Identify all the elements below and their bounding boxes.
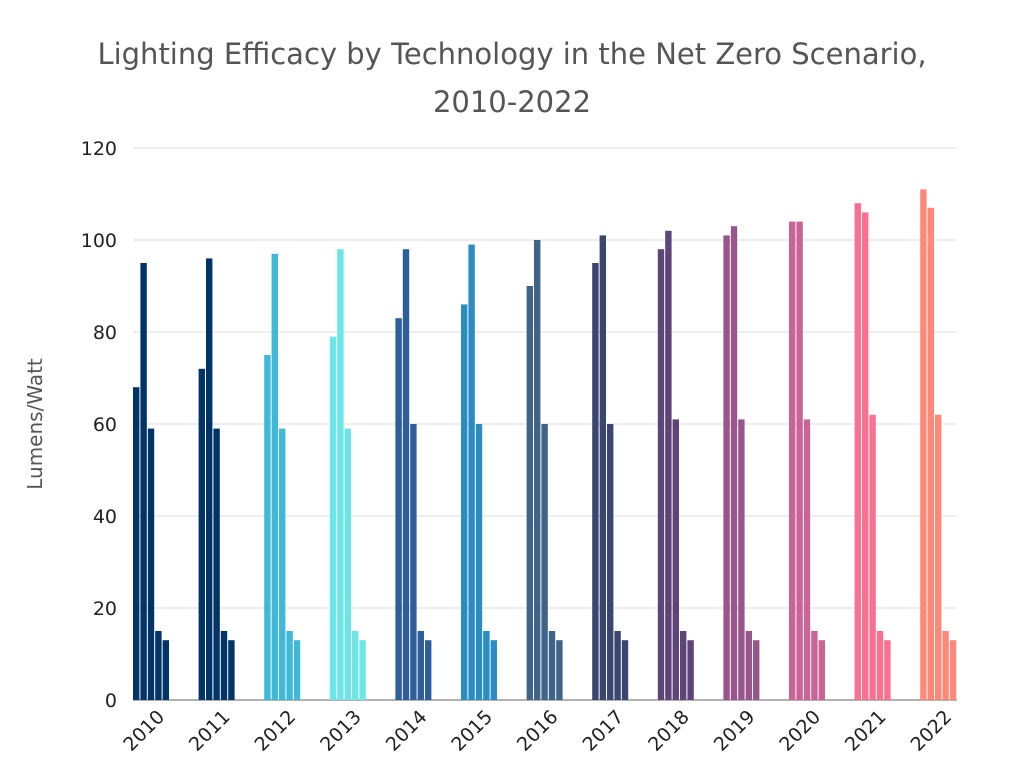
x-tick-label: 2017 (578, 706, 628, 756)
bar-2014-3 (410, 424, 417, 700)
x-tick-label: 2020 (775, 706, 825, 756)
bar-2017-1 (592, 263, 599, 700)
bar-2016-4 (548, 631, 556, 700)
bar-2016-5 (556, 640, 563, 700)
bar-2014-2 (402, 249, 410, 700)
bar-2020-3 (803, 419, 811, 700)
y-tick-label: 60 (93, 414, 117, 436)
bar-2016-3 (541, 424, 548, 700)
bar-2012-4 (286, 631, 293, 700)
x-tick-label: 2019 (710, 706, 760, 756)
y-tick-label: 20 (93, 598, 117, 620)
bar-2010-1 (133, 387, 140, 700)
x-tick-label: 2022 (906, 706, 956, 756)
bar-2020-1 (789, 221, 796, 700)
bar-2019-1 (723, 235, 730, 700)
x-tick-label: 2010 (119, 706, 169, 756)
bar-2014-1 (395, 318, 402, 700)
x-tick-label: 2014 (382, 706, 432, 756)
bar-2019-4 (745, 631, 752, 700)
bar-2021-2 (862, 212, 869, 700)
bar-2013-2 (337, 249, 344, 700)
bar-2013-3 (344, 428, 351, 700)
chart-title-line1: Lighting Efficacy by Technology in the N… (97, 37, 926, 71)
bar-2011-5 (228, 640, 235, 700)
y-axis-label: Lumens/Watt (23, 358, 47, 490)
bar-2018-3 (672, 419, 679, 700)
x-tick-label: 2016 (513, 706, 563, 756)
bar-2011-4 (220, 631, 228, 700)
bar-2019-5 (753, 640, 760, 700)
x-tick-label: 2012 (250, 706, 300, 756)
x-tick-label: 2011 (185, 706, 235, 756)
bar-2015-3 (475, 424, 483, 700)
y-tick-label: 0 (105, 690, 117, 712)
bar-2017-3 (607, 424, 614, 700)
bar-2010-2 (140, 263, 147, 700)
bar-2017-2 (599, 235, 606, 700)
bar-2013-4 (352, 631, 359, 700)
bar-2010-4 (155, 631, 162, 700)
bar-2016-1 (526, 286, 533, 700)
bar-2019-3 (738, 419, 745, 700)
bar-2012-1 (264, 355, 271, 700)
bar-2018-5 (687, 640, 694, 700)
bar-2017-4 (614, 631, 621, 700)
bar-2014-5 (425, 640, 432, 700)
bar-2014-4 (417, 631, 424, 700)
bar-2011-1 (198, 368, 205, 700)
x-tick-label: 2015 (447, 706, 497, 756)
bar-2018-4 (680, 631, 687, 700)
bar-2022-1 (920, 189, 927, 700)
bar-2012-3 (279, 428, 286, 700)
bar-2016-2 (534, 240, 541, 700)
x-tick-label: 2013 (316, 706, 366, 756)
bar-2022-2 (927, 207, 934, 701)
y-tick-label: 120 (81, 138, 117, 160)
y-tick-label: 100 (81, 230, 117, 252)
chart-title-line2: 2010-2022 (433, 85, 591, 119)
bar-2018-2 (665, 230, 672, 701)
bar-2010-3 (147, 428, 155, 700)
bar-2019-2 (730, 226, 738, 700)
bar-2015-2 (468, 244, 475, 700)
bar-2012-5 (293, 640, 301, 700)
x-tick-label: 2018 (644, 706, 694, 756)
bar-2010-5 (162, 640, 169, 700)
bar-2020-5 (818, 640, 825, 700)
bar-2015-5 (490, 640, 497, 700)
bar-2015-4 (483, 631, 490, 700)
bar-2013-5 (359, 640, 366, 700)
bar-2017-5 (621, 640, 629, 700)
bar-2013-1 (329, 336, 337, 700)
bar-2011-3 (213, 428, 220, 700)
y-tick-label: 40 (93, 506, 117, 528)
bar-2022-5 (949, 640, 957, 700)
bar-2015-1 (461, 304, 468, 700)
bar-2012-2 (271, 253, 278, 701)
y-tick-label: 80 (93, 322, 117, 344)
bar-2020-2 (796, 221, 803, 700)
bar-2020-4 (811, 631, 818, 700)
bar-2018-1 (657, 249, 665, 700)
bar-2011-2 (206, 258, 213, 700)
x-tick-label: 2021 (841, 706, 891, 756)
bar-2022-3 (935, 414, 942, 700)
bar-2021-3 (869, 414, 876, 700)
bar-2022-4 (942, 631, 949, 700)
bar-2021-4 (876, 631, 884, 700)
bar-2021-1 (854, 203, 861, 700)
bar-2021-5 (884, 640, 891, 700)
